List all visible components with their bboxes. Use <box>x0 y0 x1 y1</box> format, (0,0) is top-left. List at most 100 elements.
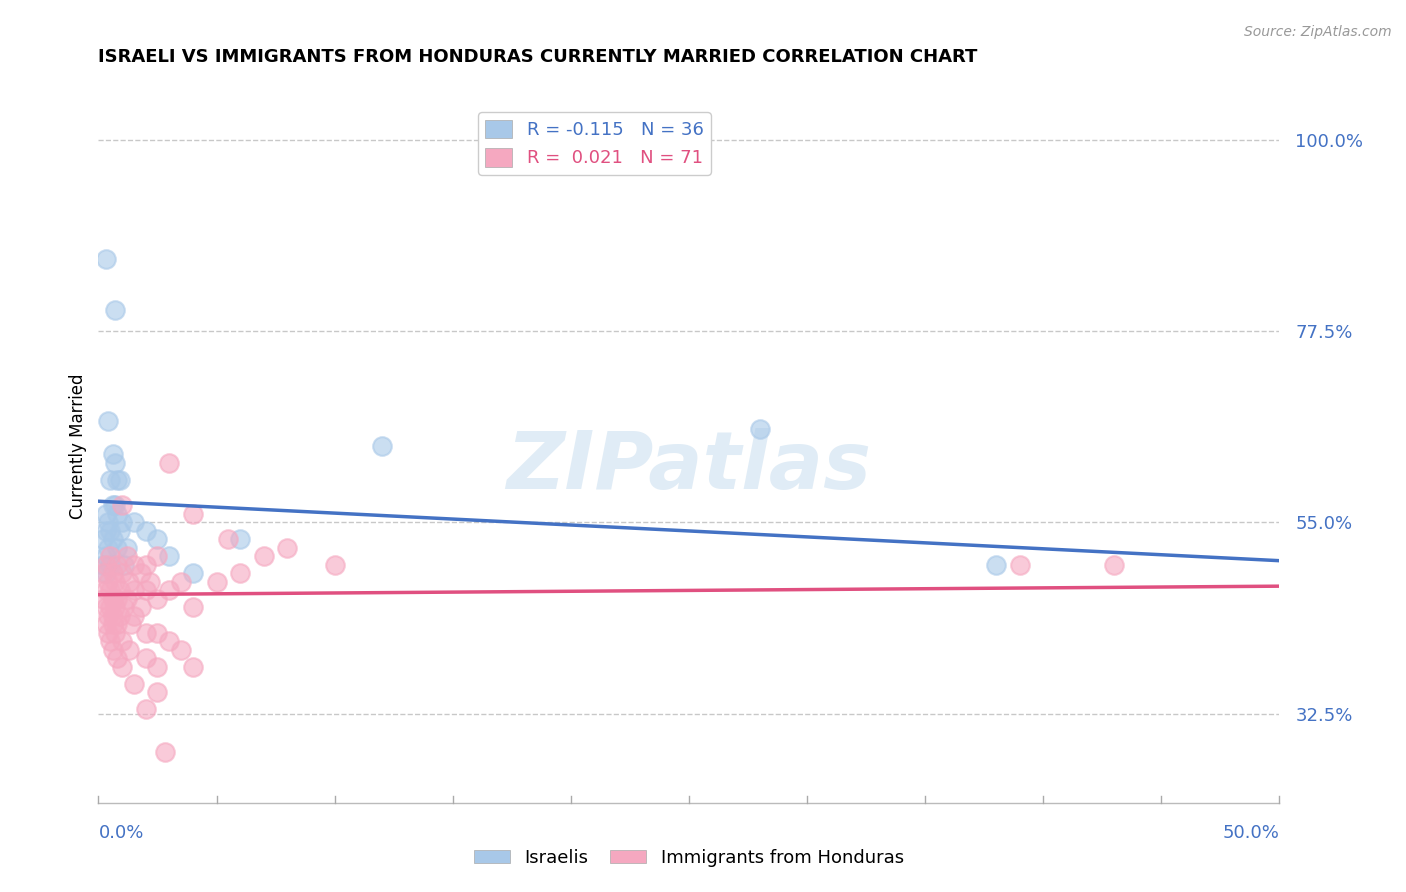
Point <box>91 533 114 547</box>
Point <box>108 524 131 538</box>
Point <box>111 660 134 674</box>
Point <box>105 651 128 665</box>
Text: ISRAELI VS IMMIGRANTS FROM HONDURAS CURRENTLY MARRIED CORRELATION CHART: ISRAELI VS IMMIGRANTS FROM HONDURAS CURR… <box>98 48 977 66</box>
Point <box>118 574 141 589</box>
Point <box>98 558 121 572</box>
Point <box>157 456 180 470</box>
Point <box>97 626 120 640</box>
Point <box>101 608 124 623</box>
Point <box>104 600 127 615</box>
Point <box>104 456 127 470</box>
Point <box>94 507 117 521</box>
Point <box>98 524 121 538</box>
Point <box>181 566 204 581</box>
Point <box>98 583 121 598</box>
Point <box>135 524 157 538</box>
Point <box>112 600 135 615</box>
Point <box>135 558 157 572</box>
Point <box>1102 558 1125 572</box>
Point <box>94 549 117 564</box>
Point <box>112 558 135 572</box>
Text: 50.0%: 50.0% <box>1223 824 1279 842</box>
Point <box>748 422 770 436</box>
Point <box>111 516 134 530</box>
Text: 0.0%: 0.0% <box>98 824 143 842</box>
Point <box>101 643 124 657</box>
Point <box>105 558 128 572</box>
Point <box>146 685 169 699</box>
Point <box>91 566 114 581</box>
Point <box>170 643 193 657</box>
Point <box>101 499 124 513</box>
Legend: Israelis, Immigrants from Honduras: Israelis, Immigrants from Honduras <box>467 842 911 874</box>
Point <box>104 626 127 640</box>
Point <box>91 558 114 572</box>
Legend: R = -0.115   N = 36, R =  0.021   N = 71: R = -0.115 N = 36, R = 0.021 N = 71 <box>478 112 711 175</box>
Point <box>98 549 121 564</box>
Point <box>104 303 127 318</box>
Point <box>135 626 157 640</box>
Point <box>111 566 134 581</box>
Point <box>205 574 228 589</box>
Point <box>97 574 120 589</box>
Point <box>118 643 141 657</box>
Point <box>129 600 152 615</box>
Point <box>101 566 124 581</box>
Point <box>97 516 120 530</box>
Point <box>111 499 134 513</box>
Point <box>94 600 117 615</box>
Point <box>91 591 114 606</box>
Point <box>115 549 138 564</box>
Point <box>253 549 276 564</box>
Point <box>146 660 169 674</box>
Point <box>105 591 128 606</box>
Point <box>217 533 239 547</box>
Point <box>135 651 157 665</box>
Point <box>115 591 138 606</box>
Point <box>122 516 145 530</box>
Point <box>108 608 131 623</box>
Text: Source: ZipAtlas.com: Source: ZipAtlas.com <box>1244 25 1392 38</box>
Point <box>122 608 145 623</box>
Point <box>104 499 127 513</box>
Point <box>94 252 117 266</box>
Point <box>135 702 157 716</box>
Point <box>121 617 143 632</box>
Point <box>108 473 131 487</box>
Point <box>97 413 120 427</box>
Point <box>104 574 127 589</box>
Point <box>129 566 152 581</box>
Point <box>94 617 117 632</box>
Point <box>146 626 169 640</box>
Point <box>122 558 145 572</box>
Point <box>108 583 131 598</box>
Point <box>146 549 169 564</box>
Point <box>276 541 298 555</box>
Point <box>170 574 193 589</box>
Point <box>101 533 124 547</box>
Text: ZIPatlas: ZIPatlas <box>506 428 872 507</box>
Point <box>105 507 128 521</box>
Point <box>181 600 204 615</box>
Point <box>146 533 169 547</box>
Point <box>135 583 157 598</box>
Point <box>97 608 120 623</box>
Point <box>139 574 162 589</box>
Point <box>115 541 138 555</box>
Point <box>94 524 117 538</box>
Point <box>101 591 124 606</box>
Point <box>371 439 394 453</box>
Point <box>229 566 252 581</box>
Point <box>98 473 121 487</box>
Point <box>157 549 180 564</box>
Point <box>984 558 1007 572</box>
Point <box>94 558 117 572</box>
Point <box>181 507 204 521</box>
Point <box>94 583 117 598</box>
Point <box>97 541 120 555</box>
Point <box>111 634 134 648</box>
Point <box>98 600 121 615</box>
Point <box>94 566 117 581</box>
Point <box>323 558 346 572</box>
Point <box>101 448 124 462</box>
